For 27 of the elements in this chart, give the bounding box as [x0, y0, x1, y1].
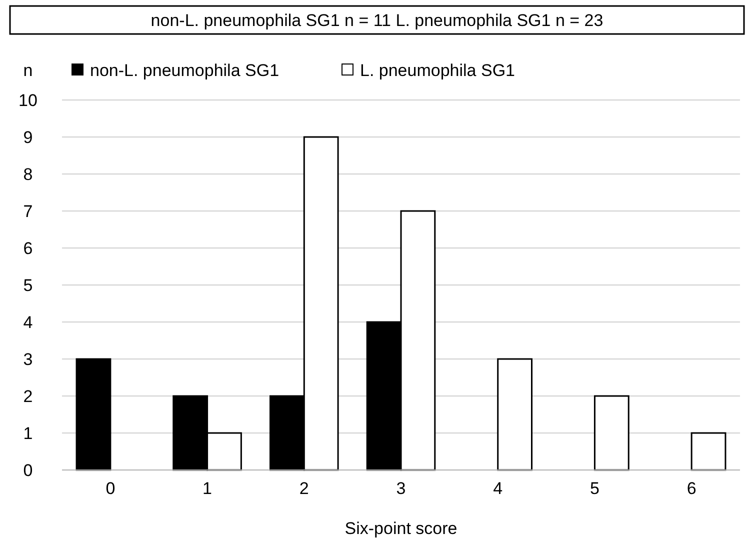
- x-tick-label: 3: [396, 479, 406, 498]
- y-tick-label: 0: [23, 460, 33, 480]
- y-tick-label: 10: [18, 90, 38, 110]
- y-tick-label: 2: [23, 386, 33, 406]
- chart-title: non-L. pneumophila SG1 n = 11 L. pneumophila SG1 n = 23: [150, 11, 604, 30]
- x-tick-label: 2: [299, 479, 309, 498]
- y-axis-title: n: [23, 61, 33, 80]
- legend-label: non-L. pneumophila SG1: [90, 60, 280, 80]
- y-tick-label: 9: [23, 128, 33, 147]
- x-tick-label: 0: [106, 479, 116, 498]
- legend-label: L. pneumophila SG1: [360, 60, 515, 80]
- y-tick-label: 1: [23, 424, 33, 443]
- y-tick-label: 5: [23, 276, 33, 295]
- y-tick-label: 4: [23, 312, 33, 332]
- y-tick-label: 7: [23, 202, 33, 221]
- bar: [594, 395, 630, 471]
- x-tick-label: 4: [493, 479, 503, 498]
- bar: [690, 432, 726, 471]
- x-tick-label: 5: [590, 479, 600, 498]
- x-tick-label: 1: [202, 479, 212, 498]
- x-axis-title: Six-point score: [344, 519, 458, 538]
- y-tick-label: 3: [23, 350, 33, 369]
- bar: [497, 358, 533, 471]
- y-tick-label: 6: [23, 238, 33, 258]
- bar: [76, 358, 112, 471]
- y-tick-label: 8: [23, 164, 33, 184]
- x-tick-label: 6: [686, 479, 696, 498]
